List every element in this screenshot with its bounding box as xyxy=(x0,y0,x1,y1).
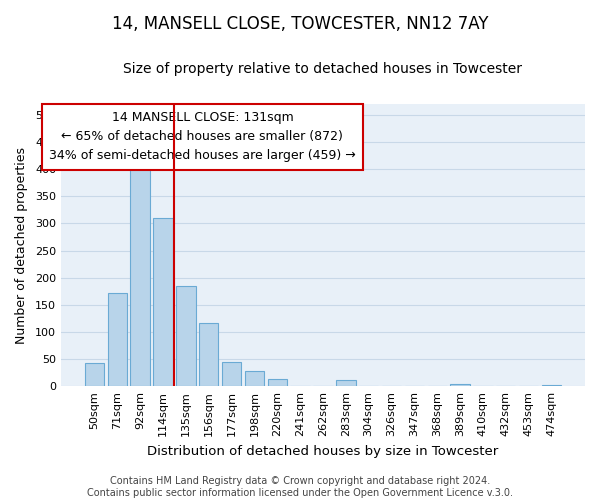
Bar xyxy=(542,385,561,386)
Bar xyxy=(222,362,241,386)
X-axis label: Distribution of detached houses by size in Towcester: Distribution of detached houses by size … xyxy=(148,444,499,458)
Bar xyxy=(336,380,356,386)
Bar xyxy=(245,371,264,386)
Bar xyxy=(199,322,218,386)
Text: 14, MANSELL CLOSE, TOWCESTER, NN12 7AY: 14, MANSELL CLOSE, TOWCESTER, NN12 7AY xyxy=(112,15,488,33)
Bar xyxy=(451,384,470,386)
Bar xyxy=(130,161,150,386)
Bar xyxy=(176,286,196,386)
Text: 14 MANSELL CLOSE: 131sqm
← 65% of detached houses are smaller (872)
34% of semi-: 14 MANSELL CLOSE: 131sqm ← 65% of detach… xyxy=(49,111,356,162)
Text: Contains HM Land Registry data © Crown copyright and database right 2024.
Contai: Contains HM Land Registry data © Crown c… xyxy=(87,476,513,498)
Bar xyxy=(85,363,104,386)
Bar xyxy=(107,293,127,386)
Title: Size of property relative to detached houses in Towcester: Size of property relative to detached ho… xyxy=(124,62,523,76)
Y-axis label: Number of detached properties: Number of detached properties xyxy=(15,146,28,344)
Bar xyxy=(268,379,287,386)
Bar xyxy=(154,218,173,386)
